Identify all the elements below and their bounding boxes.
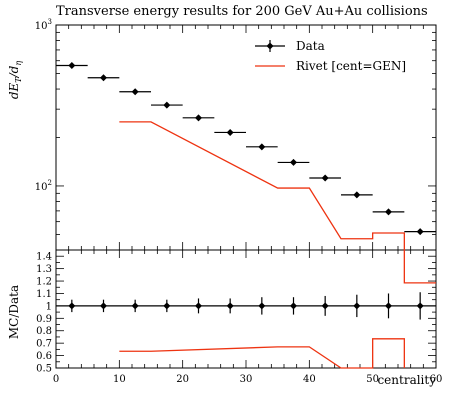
ratio-point [321, 302, 329, 310]
data-point [290, 158, 297, 166]
data-point [131, 88, 139, 96]
ratio-y-tick-label: 0.7 [36, 339, 52, 350]
main-y-tick-label: 103 [35, 18, 52, 32]
ratio-point [131, 302, 139, 310]
ratio-axis-ticks: 0 10 20 30 40 50 60 0.5 0.60.7 0.80.9 11.11.2 1.31.… [36, 249, 443, 385]
data-point [195, 114, 202, 122]
main-y-axis-label: dET/dη [7, 61, 23, 100]
ratio-point [353, 302, 361, 310]
data-point [385, 208, 392, 216]
ratio-y-tick-label: 1.1 [36, 289, 52, 300]
ratio-point [100, 302, 107, 310]
ratio-point [258, 302, 266, 310]
x-tick-label: 30 [240, 374, 253, 385]
data-point [163, 101, 171, 109]
ratio-y-axis-label: MC/Data [7, 285, 21, 339]
ratio-y-tick-label: 1.3 [36, 264, 52, 275]
ratio-y-tick-label: 1.4 [36, 252, 52, 263]
ratio-point [226, 302, 234, 310]
data-point [100, 74, 107, 82]
x-tick-label: 20 [176, 374, 189, 385]
legend-mc-label: Rivet [cent=GEN] [296, 59, 406, 73]
ratio-y-tick-label: 0.9 [36, 314, 52, 325]
ratio-point [163, 302, 171, 310]
main-axis-ticks: 102 103 [35, 18, 437, 251]
chart-title: Transverse energy results for 200 GeV Au… [56, 4, 428, 19]
data-point [226, 128, 234, 136]
data-point [321, 174, 329, 182]
legend-data-label: Data [296, 39, 325, 53]
mc-ratio-line [119, 338, 405, 369]
data-point [353, 191, 361, 199]
x-tick-label: 60 [430, 374, 443, 385]
mc-series-line [119, 121, 436, 284]
legend: Data Rivet [cent=GEN] [255, 39, 406, 73]
ratio-point [416, 302, 424, 310]
svg-text:dET/dη: dET/dη [7, 61, 23, 100]
main-y-tick-label: 102 [35, 179, 52, 193]
x-tick-label: 50 [366, 374, 379, 385]
x-tick-label: 10 [113, 374, 126, 385]
data-point [68, 62, 76, 70]
data-series-points [56, 62, 436, 236]
data-point [416, 228, 424, 236]
ratio-panel-frame [55, 249, 437, 369]
legend-data-marker [266, 42, 274, 50]
ratio-point [290, 302, 297, 310]
x-tick-label: 0 [53, 374, 59, 385]
data-point [258, 143, 266, 151]
ratio-data-points [68, 292, 424, 320]
ratio-y-tick-label: 0.5 [36, 364, 52, 375]
ratio-point [68, 302, 76, 310]
ratio-y-tick-label: 0.6 [36, 351, 52, 362]
ratio-point [385, 302, 392, 310]
x-axis-label: centrality [377, 373, 436, 387]
ratio-y-tick-label: 0.8 [36, 326, 52, 337]
ratio-y-tick-label: 1 [46, 301, 52, 312]
x-tick-label: 40 [303, 374, 316, 385]
ratio-point [195, 302, 202, 310]
ratio-y-tick-label: 1.2 [36, 277, 52, 288]
